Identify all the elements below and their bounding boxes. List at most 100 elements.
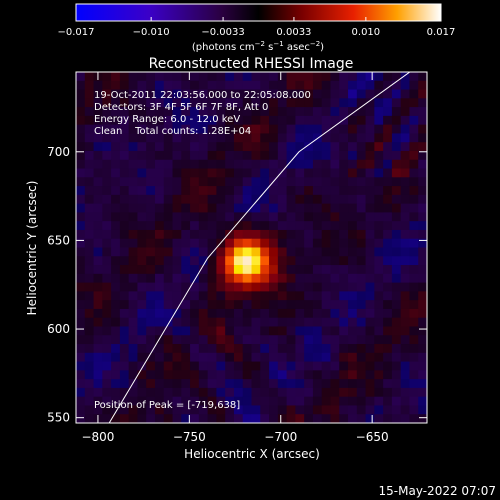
heatmap-cell [269,133,279,143]
heatmap-cell [409,317,419,327]
heatmap-cell [251,317,261,327]
heatmap-cell [321,247,331,257]
heatmap-cell [119,317,130,327]
heatmap-cell [374,238,384,248]
heatmap-cell [251,335,261,345]
heatmap-cell [84,72,94,82]
heatmap-cell [260,291,270,301]
heatmap-cell [163,177,173,187]
heatmap-cell [93,370,103,380]
heatmap-cell [277,387,288,398]
heatmap-cell [356,80,366,90]
heatmap-cell [260,282,270,292]
heatmap-cell [374,80,384,90]
heatmap-cell [260,107,270,117]
heatmap-cell [102,256,112,266]
heatmap-cell [154,229,165,240]
heatmap-cell [154,142,165,152]
heatmap-cell [295,98,305,108]
heatmap-cell [111,124,121,134]
heatmap-cell [137,186,147,196]
heatmap-cell [242,177,252,187]
heatmap-cell [339,212,349,222]
heatmap-cell [198,414,209,423]
heatmap-cell [251,133,261,143]
heatmap-cell [295,335,305,345]
heatmap-cell [269,159,279,169]
heatmap-cell [190,194,200,205]
heatmap-cell [365,326,375,336]
heatmap-cell [225,212,235,222]
heatmap-cell [111,308,121,319]
heatmap-cell [295,168,305,178]
heatmap-cell [207,159,217,169]
heatmap-cell [207,72,217,82]
heatmap-cell [391,308,402,319]
heatmap-cell [111,238,121,248]
heatmap-cell [154,186,165,196]
heatmap-cell [286,317,296,327]
heatmap-cell [312,72,323,82]
heatmap-cell [102,308,112,319]
heatmap-cell [163,344,173,354]
heatmap-cell [163,379,173,389]
heatmap-cell [251,203,261,213]
heatmap-cell [225,80,235,90]
heatmap-cell [277,273,288,284]
heatmap-cell [76,387,86,398]
heatmap-cell [312,124,323,134]
heatmap-cell [269,168,279,178]
heatmap-cell [365,352,375,362]
info-clean-counts: Clean Total counts: 1.28E+04 [94,126,251,137]
heatmap-cell [198,72,209,82]
heatmap-cell [383,317,393,327]
heatmap-cell [190,238,200,248]
heatmap-cell [400,107,410,117]
heatmap-cell [295,80,305,90]
heatmap-cell [111,80,121,90]
heatmap-cell [84,291,94,301]
heatmap-cell [190,107,200,117]
heatmap-cell [400,414,410,423]
heatmap-cell [181,414,191,423]
heatmap-cell [190,168,200,178]
heatmap-cell [76,89,86,99]
heatmap-cell [119,177,130,187]
heatmap-cell [295,150,305,161]
heatmap-cell [356,177,366,187]
heatmap-cell [119,203,130,213]
heatmap-cell [190,229,200,240]
heatmap-cell [356,387,366,398]
heatmap-cell [312,273,323,284]
heatmap-cell [260,361,270,371]
heatmap-cell [119,142,130,152]
heatmap-cell [269,396,279,406]
heatmap-cell [409,247,419,257]
heatmap-cell [225,194,235,205]
heatmap-cell [172,221,182,231]
heatmap-cell [216,177,226,187]
heatmap-cell [348,282,358,292]
heatmap-cell [119,115,130,126]
heatmap-cell [216,414,226,423]
heatmap-cell [128,221,138,231]
heatmap-cell [207,115,217,126]
colorbar-unit-post: ) [320,42,324,53]
heatmap-cell [304,335,314,345]
heatmap-cell [374,124,384,134]
heatmap-cell [154,247,165,257]
heatmap-cell [260,72,270,82]
heatmap-cell [260,335,270,345]
heatmap-cell [304,326,314,336]
heatmap-cell [154,221,165,231]
heatmap-cell [409,326,419,336]
heatmap-cell [374,72,384,82]
info-energy-range: Energy Range: 6.0 - 12.0 keV [94,114,240,125]
heatmap-cell [260,159,270,169]
heatmap-cell [242,229,252,240]
heatmap-cell [383,265,393,275]
heatmap-cell [330,107,340,117]
heatmap-cell [84,177,94,187]
heatmap-cell [128,300,138,310]
heatmap-cell [321,186,331,196]
